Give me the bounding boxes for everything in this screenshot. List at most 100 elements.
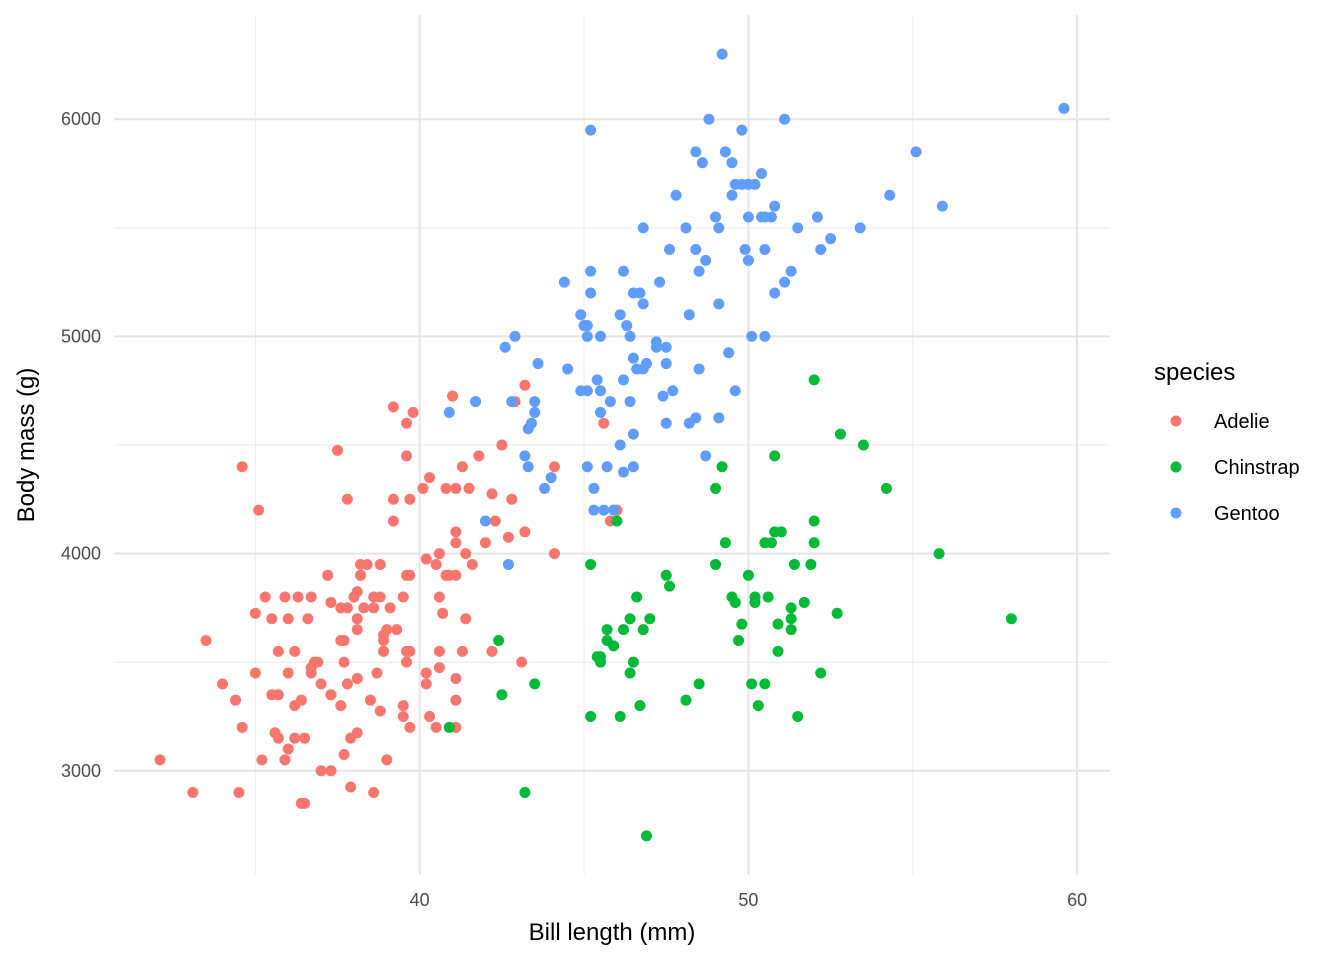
point-adelie xyxy=(440,482,452,494)
point-chinstrap xyxy=(710,558,722,570)
point-adelie xyxy=(332,444,344,456)
point-chinstrap xyxy=(785,602,797,614)
legend-key-chinstrap xyxy=(1170,461,1182,473)
point-adelie xyxy=(450,526,462,538)
point-gentoo xyxy=(726,189,738,201)
point-gentoo xyxy=(884,189,896,201)
point-gentoo xyxy=(621,320,633,332)
point-chinstrap xyxy=(792,710,804,722)
point-adelie xyxy=(236,721,248,733)
point-adelie xyxy=(374,705,386,717)
point-adelie xyxy=(368,602,380,614)
point-adelie xyxy=(489,515,501,527)
point-chinstrap xyxy=(693,678,705,690)
point-gentoo xyxy=(604,396,616,408)
point-chinstrap xyxy=(785,613,797,625)
point-gentoo xyxy=(624,396,636,408)
point-adelie xyxy=(460,548,472,560)
point-adelie xyxy=(401,417,413,429)
point-adelie xyxy=(236,461,248,473)
point-gentoo xyxy=(815,244,827,256)
point-chinstrap xyxy=(733,634,745,646)
point-adelie xyxy=(282,743,294,755)
point-adelie xyxy=(351,586,363,598)
point-adelie xyxy=(404,645,416,657)
point-adelie xyxy=(401,656,413,668)
point-adelie xyxy=(404,721,416,733)
point-adelie xyxy=(345,781,357,793)
point-gentoo xyxy=(525,417,537,429)
point-adelie xyxy=(272,732,284,744)
point-adelie xyxy=(335,700,347,712)
point-adelie xyxy=(305,591,317,603)
y-tick-label: 4000 xyxy=(61,544,101,564)
point-adelie xyxy=(433,662,445,674)
point-chinstrap xyxy=(631,591,643,603)
points xyxy=(154,48,1070,842)
point-adelie xyxy=(417,482,429,494)
point-gentoo xyxy=(581,330,593,342)
point-adelie xyxy=(463,482,475,494)
point-gentoo xyxy=(729,385,741,397)
legend-title: species xyxy=(1154,359,1235,386)
point-adelie xyxy=(200,634,212,646)
point-adelie xyxy=(351,727,363,739)
point-chinstrap xyxy=(493,634,505,646)
point-adelie xyxy=(391,624,403,636)
point-gentoo xyxy=(618,466,630,478)
point-gentoo xyxy=(713,298,725,310)
x-axis-ticks: 40 50 60 xyxy=(410,890,1087,910)
point-adelie xyxy=(401,450,413,462)
point-gentoo xyxy=(660,417,672,429)
point-gentoo xyxy=(529,406,541,418)
point-adelie xyxy=(387,515,399,527)
point-gentoo xyxy=(634,287,646,299)
point-gentoo xyxy=(756,168,768,180)
point-adelie xyxy=(216,678,228,690)
point-adelie xyxy=(420,667,432,679)
point-gentoo xyxy=(562,363,574,375)
point-chinstrap xyxy=(805,558,817,570)
point-adelie xyxy=(506,493,518,505)
point-chinstrap xyxy=(719,537,731,549)
point-adelie xyxy=(351,613,363,625)
point-chinstrap xyxy=(496,689,508,701)
point-gentoo xyxy=(723,347,735,359)
point-gentoo xyxy=(726,157,738,169)
point-gentoo xyxy=(627,352,639,364)
point-gentoo xyxy=(608,504,620,516)
point-chinstrap xyxy=(762,591,774,603)
point-adelie xyxy=(548,548,560,560)
point-adelie xyxy=(486,488,498,500)
point-gentoo xyxy=(581,320,593,332)
point-adelie xyxy=(450,694,462,706)
point-gentoo xyxy=(683,309,695,321)
point-gentoo xyxy=(667,385,679,397)
point-adelie xyxy=(351,624,363,636)
point-gentoo xyxy=(506,396,518,408)
point-gentoo xyxy=(575,309,587,321)
point-adelie xyxy=(397,591,409,603)
point-adelie xyxy=(387,493,399,505)
point-gentoo xyxy=(710,211,722,223)
point-adelie xyxy=(289,645,301,657)
point-adelie xyxy=(404,493,416,505)
point-adelie xyxy=(253,504,265,516)
point-gentoo xyxy=(664,244,676,256)
point-gentoo xyxy=(660,341,672,353)
grid xyxy=(114,15,1110,875)
point-adelie xyxy=(433,591,445,603)
x-tick-label: 40 xyxy=(410,890,430,910)
point-chinstrap xyxy=(729,596,741,608)
point-chinstrap xyxy=(618,624,630,636)
point-adelie xyxy=(368,786,380,798)
point-chinstrap xyxy=(1005,613,1017,625)
point-gentoo xyxy=(703,113,715,125)
point-gentoo xyxy=(700,254,712,266)
point-gentoo xyxy=(532,358,544,370)
legend-label-adelie: Adelie xyxy=(1214,411,1270,433)
point-chinstrap xyxy=(775,526,787,538)
point-gentoo xyxy=(614,309,626,321)
point-gentoo xyxy=(558,276,570,288)
point-adelie xyxy=(450,482,462,494)
